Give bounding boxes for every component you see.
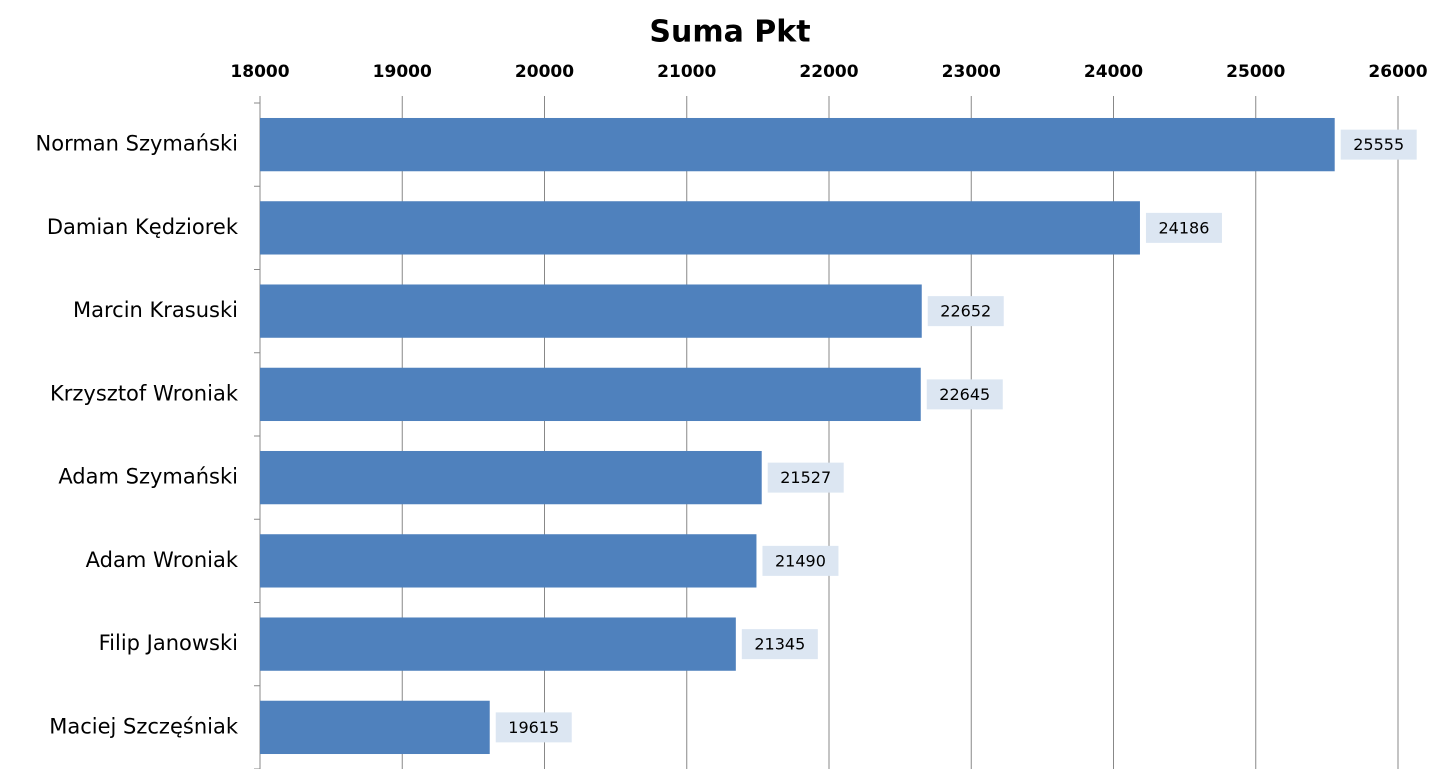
data-label: 19615: [508, 718, 559, 737]
x-tick-label: 18000: [230, 62, 289, 82]
y-tick-label: Krzysztof Wroniak: [50, 381, 239, 405]
bar: [260, 700, 490, 755]
data-label: 24186: [1159, 218, 1210, 237]
bar: [260, 617, 736, 671]
x-tick-label: 25000: [1226, 62, 1285, 82]
data-label-box: [495, 712, 572, 743]
y-tick-label: Adam Szymański: [58, 465, 238, 489]
data-label-box: [741, 629, 818, 660]
data-label: 25555: [1353, 135, 1404, 154]
data-label: 21527: [780, 468, 831, 487]
x-tick-label: 19000: [373, 62, 432, 82]
x-tick-label: 26000: [1368, 62, 1427, 82]
data-label: 21345: [754, 635, 805, 654]
x-tick-label: 24000: [1084, 62, 1143, 82]
y-tick-label: Filip Janowski: [99, 631, 238, 655]
bar: [260, 284, 922, 338]
y-tick-label: Adam Wroniak: [86, 548, 239, 572]
bar: [260, 117, 1335, 172]
y-tick-label: Maciej Szczęśniak: [49, 714, 239, 738]
x-tick-label: 23000: [942, 62, 1001, 82]
bar: [260, 450, 762, 505]
y-tick-label: Marcin Krasuski: [73, 298, 238, 322]
x-tick-label: 22000: [799, 62, 858, 82]
y-tick-label: Norman Szymański: [36, 132, 238, 156]
data-label-box: [927, 296, 1004, 327]
data-label-box: [1340, 129, 1417, 160]
bar: [260, 367, 921, 422]
data-label: 22645: [939, 385, 990, 404]
data-label-box: [926, 379, 1003, 410]
bar: [260, 201, 1140, 255]
data-label: 21490: [775, 551, 826, 570]
bar: [260, 534, 757, 588]
data-label-box: [767, 462, 844, 493]
y-tick-label: Damian Kędziorek: [47, 215, 239, 239]
x-tick-label: 21000: [657, 62, 716, 82]
x-tick-label: 20000: [515, 62, 574, 82]
data-label-box: [762, 545, 839, 576]
data-label-box: [1145, 212, 1222, 243]
chart-title: Suma Pkt: [649, 15, 810, 50]
data-label: 22652: [940, 302, 991, 321]
